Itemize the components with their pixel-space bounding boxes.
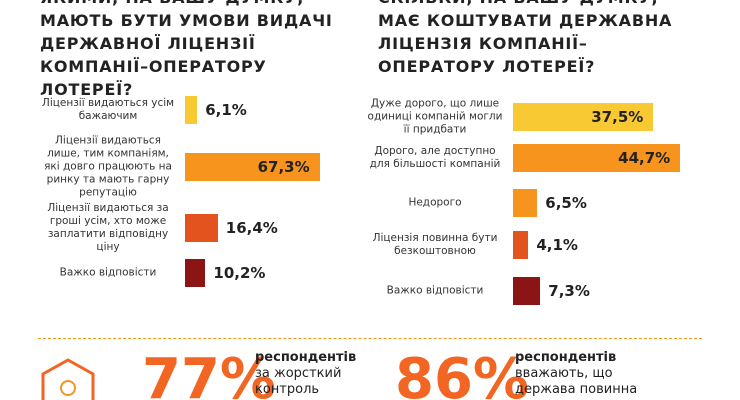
stat-value: 77% <box>142 347 277 400</box>
category-label: Дорого, але доступно для більшості компа… <box>369 145 501 170</box>
value-label: 37,5% <box>591 108 644 126</box>
value-label: 44,7% <box>618 149 671 167</box>
category-label: Ліцензія повинна бути безкоштовною <box>372 232 498 257</box>
value-label: 16,4% <box>225 219 278 237</box>
value-label: 4,1% <box>536 236 578 254</box>
bar <box>185 259 206 287</box>
stat-value: 86% <box>395 347 530 400</box>
value-label: 67,3% <box>257 158 310 176</box>
stat-text: респондентів вважають, що держава повинна… <box>515 350 655 400</box>
bar <box>185 96 198 124</box>
bar <box>513 231 529 259</box>
value-label: 6,1% <box>205 101 247 119</box>
stat-text: респондентів за жорсткий контроль <box>255 350 395 398</box>
stat-desc: вважають, що держава повинна гарантувати <box>515 366 638 400</box>
bar <box>513 144 681 172</box>
category-label: Недорого <box>408 196 462 209</box>
category-label: Важко відповісти <box>59 266 157 279</box>
chart-title: ЯКИМИ, НА ВАШУ ДУМКУ, МАЮТЬ БУТИ УМОВИ В… <box>40 0 333 99</box>
stat-lead: респондентів <box>255 350 357 365</box>
icon <box>41 358 95 400</box>
bar <box>185 214 218 242</box>
category-label: Ліцензії видаються лише, тим компаніям, … <box>44 134 172 199</box>
bar <box>185 153 320 181</box>
bar <box>513 103 654 131</box>
value-label: 10,2% <box>213 264 266 282</box>
bar <box>513 277 541 305</box>
bar <box>513 189 538 217</box>
category-label: Важко відповісти <box>386 284 484 297</box>
separator <box>38 338 702 339</box>
chart-title: СКІЛЬКИ, НА ВАШУ ДУМКУ, МАЄ КОШТУВАТИ ДЕ… <box>378 0 673 76</box>
value-label: 7,3% <box>548 282 590 300</box>
category-label: Ліцензії видаються за гроші усім, хто мо… <box>47 202 169 253</box>
stat-lead: респондентів <box>515 350 617 365</box>
category-label: Дуже дорого, що лише одиниці компаній мо… <box>367 97 503 136</box>
stat-desc: за жорсткий контроль <box>255 366 342 397</box>
category-label: Ліцензії видаються усім бажаючим <box>41 97 175 122</box>
value-label: 6,5% <box>545 194 587 212</box>
